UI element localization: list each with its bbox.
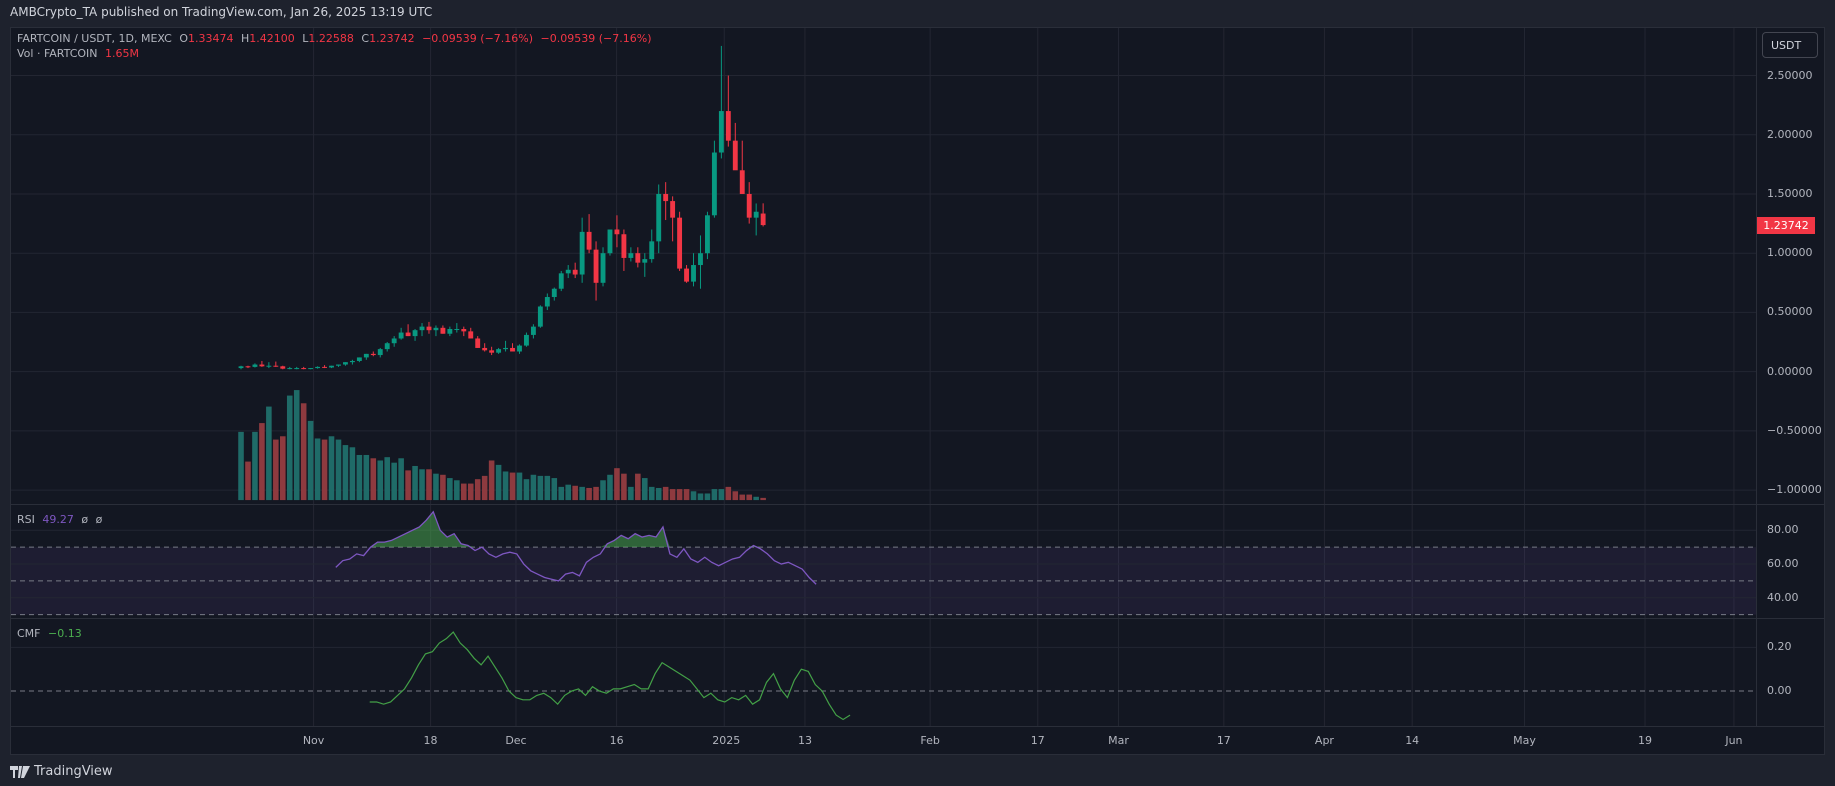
cmf-value: −0.13: [48, 627, 82, 640]
price-tick: 0.00000: [1767, 364, 1813, 378]
top-bar: AMBCrypto_TA published on TradingView.co…: [0, 0, 1835, 26]
publisher-text: AMBCrypto_TA published on TradingView.co…: [10, 5, 433, 19]
time-tick: May: [1513, 734, 1536, 747]
time-tick: 17: [1216, 734, 1231, 747]
price-tick: 1.50000: [1767, 186, 1813, 200]
time-tick: Feb: [920, 734, 940, 747]
rsi-value: 49.27: [42, 513, 74, 526]
time-tick: 19: [1638, 734, 1653, 747]
time-tick: 18: [423, 734, 438, 747]
close-value: 1.23742: [369, 32, 415, 45]
rsi-tick: 60.00: [1767, 557, 1799, 571]
rsi-tick: 40.00: [1767, 590, 1799, 604]
rsi-axis[interactable]: 80.00 60.00 40.00: [1756, 505, 1825, 618]
cmf-chart: [11, 619, 1756, 726]
change-value: −0.09539 (−7.16%): [422, 32, 534, 45]
pane-divider[interactable]: [11, 618, 1824, 619]
rsi-pane[interactable]: RSI 49.27 ø ø: [11, 505, 1756, 618]
time-tick: Dec: [505, 734, 527, 747]
cmf-pane[interactable]: CMF −0.13: [11, 619, 1756, 726]
last-price-label: 1.23742: [1757, 217, 1815, 235]
low-value: 1.22588: [308, 32, 354, 45]
price-tick: 2.50000: [1767, 68, 1813, 82]
price-tick: 2.00000: [1767, 127, 1813, 141]
time-tick: 13: [797, 734, 812, 747]
price-pane[interactable]: FARTCOIN / USDT, 1D, MEXC O1.33474 H1.42…: [11, 28, 1756, 504]
rsi-label[interactable]: RSI: [17, 513, 35, 526]
time-tick: Jun: [1725, 734, 1743, 747]
footer: TradingView: [0, 755, 1835, 786]
chart-frame[interactable]: FARTCOIN / USDT, 1D, MEXC O1.33474 H1.42…: [10, 27, 1825, 755]
cmf-legend: CMF −0.13: [17, 627, 86, 640]
open-value: 1.33474: [187, 32, 234, 45]
tradingview-logo[interactable]: TradingView: [10, 764, 113, 779]
rsi-chart: [11, 505, 1756, 618]
pane-divider[interactable]: [11, 504, 1824, 505]
candlestick-chart: [11, 28, 1756, 504]
high-value: 1.42100: [249, 32, 295, 45]
time-tick: Nov: [302, 734, 325, 747]
symbol-legend: FARTCOIN / USDT, 1D, MEXC O1.33474 H1.42…: [17, 32, 652, 45]
volume-value: 1.65M: [105, 47, 140, 60]
price-tick: 0.50000: [1767, 305, 1813, 319]
cmf-label[interactable]: CMF: [17, 627, 41, 640]
change-value-2: −0.09539 (−7.16%): [540, 32, 652, 45]
time-tick: 16: [609, 734, 624, 747]
symbol-label[interactable]: FARTCOIN / USDT, 1D, MEXC: [17, 32, 172, 45]
price-axis[interactable]: USDT 2.50000 2.00000 1.50000 1.00000 0.50000…: [1756, 28, 1825, 504]
time-tick: 2025: [712, 734, 741, 747]
volume-label[interactable]: Vol · FARTCOIN: [17, 47, 98, 60]
time-tick: Apr: [1314, 734, 1334, 747]
price-tick: −1.00000: [1767, 483, 1822, 497]
time-axis[interactable]: Nov 18 Dec 16 2025 13 Feb 17 Mar 17 Apr 14 May 19 Jun: [11, 727, 1756, 755]
time-tick: 17: [1030, 734, 1045, 747]
volume-legend: Vol · FARTCOIN 1.65M: [17, 47, 143, 60]
price-tick: −0.50000: [1767, 423, 1822, 437]
time-tick: Mar: [1108, 734, 1129, 747]
rsi-legend: RSI 49.27 ø ø: [17, 513, 103, 526]
currency-button[interactable]: USDT: [1762, 32, 1818, 58]
cmf-tick: 0.20: [1767, 640, 1792, 654]
pane-divider: [11, 726, 1824, 727]
tradingview-logo-icon: [10, 765, 30, 778]
time-tick: 14: [1405, 734, 1420, 747]
rsi-tick: 80.00: [1767, 523, 1799, 537]
price-tick: 1.00000: [1767, 246, 1813, 260]
brand-text: TradingView: [34, 764, 113, 779]
cmf-tick: 0.00: [1767, 684, 1792, 698]
cmf-axis[interactable]: 0.20 0.00: [1756, 619, 1825, 726]
